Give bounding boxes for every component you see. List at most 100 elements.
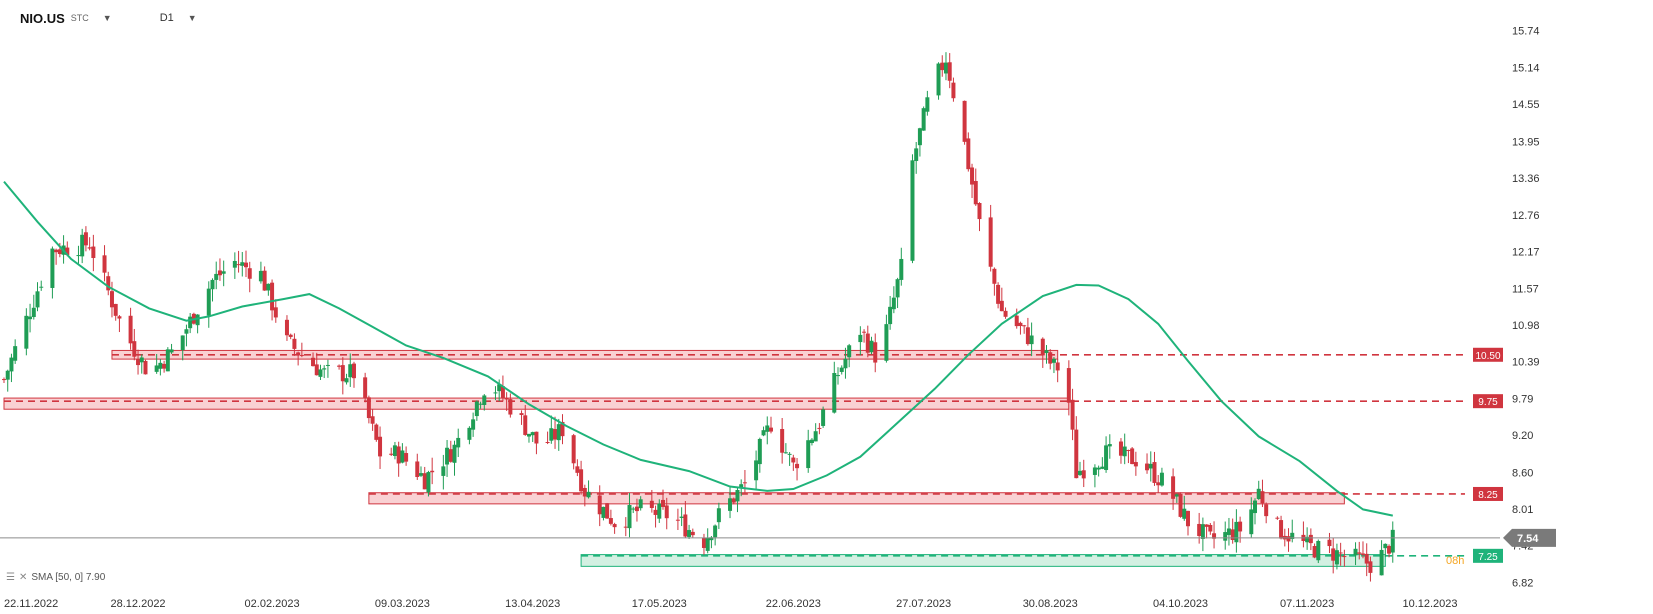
candle[interactable] [128,315,133,344]
candle[interactable] [106,276,111,291]
candle[interactable] [504,398,509,400]
level-badge[interactable] [1473,347,1503,362]
candle[interactable] [556,424,561,441]
candle[interactable] [612,524,617,528]
candle[interactable] [1360,553,1365,555]
candle[interactable] [1342,556,1347,558]
candle[interactable] [1383,543,1388,549]
candle[interactable] [91,246,96,259]
candle[interactable] [713,525,718,538]
candle[interactable] [884,324,889,361]
candle[interactable] [966,138,971,170]
candle[interactable] [266,283,271,291]
candle[interactable] [638,499,643,509]
candle[interactable] [1133,462,1138,467]
candle[interactable] [154,365,159,372]
candle[interactable] [363,377,368,398]
candle[interactable] [217,270,222,276]
close-icon[interactable]: ✕ [18,572,28,583]
candle[interactable] [996,284,1001,304]
candle[interactable] [80,234,85,257]
candle[interactable] [1308,534,1313,544]
candle[interactable] [337,365,342,367]
candle[interactable] [344,378,349,383]
caret-down-icon[interactable]: ▼ [187,13,197,23]
candle[interactable] [1159,472,1164,486]
candle[interactable] [1364,553,1369,564]
last-price-badge[interactable] [1503,528,1556,547]
candle[interactable] [1156,482,1161,486]
candle[interactable] [1171,476,1176,499]
candle[interactable] [5,370,10,380]
candle[interactable] [1096,467,1101,470]
candle[interactable] [683,514,688,537]
candle[interactable] [31,307,36,317]
candle[interactable] [143,360,148,375]
candle[interactable] [400,450,405,463]
candle[interactable] [534,431,539,444]
candle[interactable] [448,449,453,462]
candle[interactable] [634,506,639,512]
candle[interactable] [1051,358,1056,363]
candle[interactable] [1014,315,1019,327]
candle[interactable] [214,273,219,280]
candle[interactable] [940,62,945,71]
candle[interactable] [508,399,513,415]
candle[interactable] [210,279,215,290]
candle[interactable] [862,331,867,333]
candle[interactable] [113,303,118,316]
candle[interactable] [653,509,658,515]
candle[interactable] [977,203,982,220]
candle[interactable] [1316,540,1321,561]
candle[interactable] [50,248,55,288]
candle[interactable] [292,338,297,349]
candle[interactable] [601,506,606,518]
symbol-name[interactable]: NIO.US [20,10,65,26]
candle[interactable] [754,460,759,481]
candle[interactable] [1078,470,1083,475]
candle[interactable] [571,435,576,464]
candle[interactable] [858,334,863,343]
candle[interactable] [165,349,170,372]
candle[interactable] [709,537,714,541]
candle[interactable] [1066,368,1071,403]
candle[interactable] [28,316,33,320]
candle[interactable] [947,62,952,81]
candle[interactable] [1118,441,1123,456]
candle[interactable] [1025,327,1030,345]
candle[interactable] [389,453,394,455]
candle[interactable] [419,473,424,476]
candle[interactable] [65,247,70,256]
candle[interactable] [1379,549,1384,576]
candle[interactable] [1174,494,1179,497]
candle[interactable] [1122,446,1127,457]
candle[interactable] [1212,533,1217,539]
candle[interactable] [1092,467,1097,475]
candle[interactable] [1390,529,1395,553]
candle[interactable] [1260,491,1265,504]
candle[interactable] [988,217,993,267]
candle[interactable] [813,431,818,442]
candle[interactable] [783,452,788,454]
candle[interactable] [899,258,904,280]
candle[interactable] [765,425,770,432]
candle[interactable] [1104,445,1109,471]
level-badge[interactable] [1473,486,1503,501]
candle[interactable] [366,397,371,419]
candle[interactable] [39,286,44,288]
candle[interactable] [847,345,852,358]
candle[interactable] [992,268,997,284]
candle[interactable] [623,526,628,528]
candle[interactable] [1279,520,1284,539]
candle[interactable] [247,268,252,279]
candle[interactable] [832,372,837,413]
candle[interactable] [445,447,450,465]
candle[interactable] [478,403,483,405]
candle[interactable] [13,346,18,361]
candle[interactable] [348,364,353,378]
candle[interactable] [549,428,554,441]
candle[interactable] [452,444,457,463]
candle[interactable] [836,375,841,377]
level-badge[interactable] [1473,394,1503,409]
candle[interactable] [9,357,14,372]
